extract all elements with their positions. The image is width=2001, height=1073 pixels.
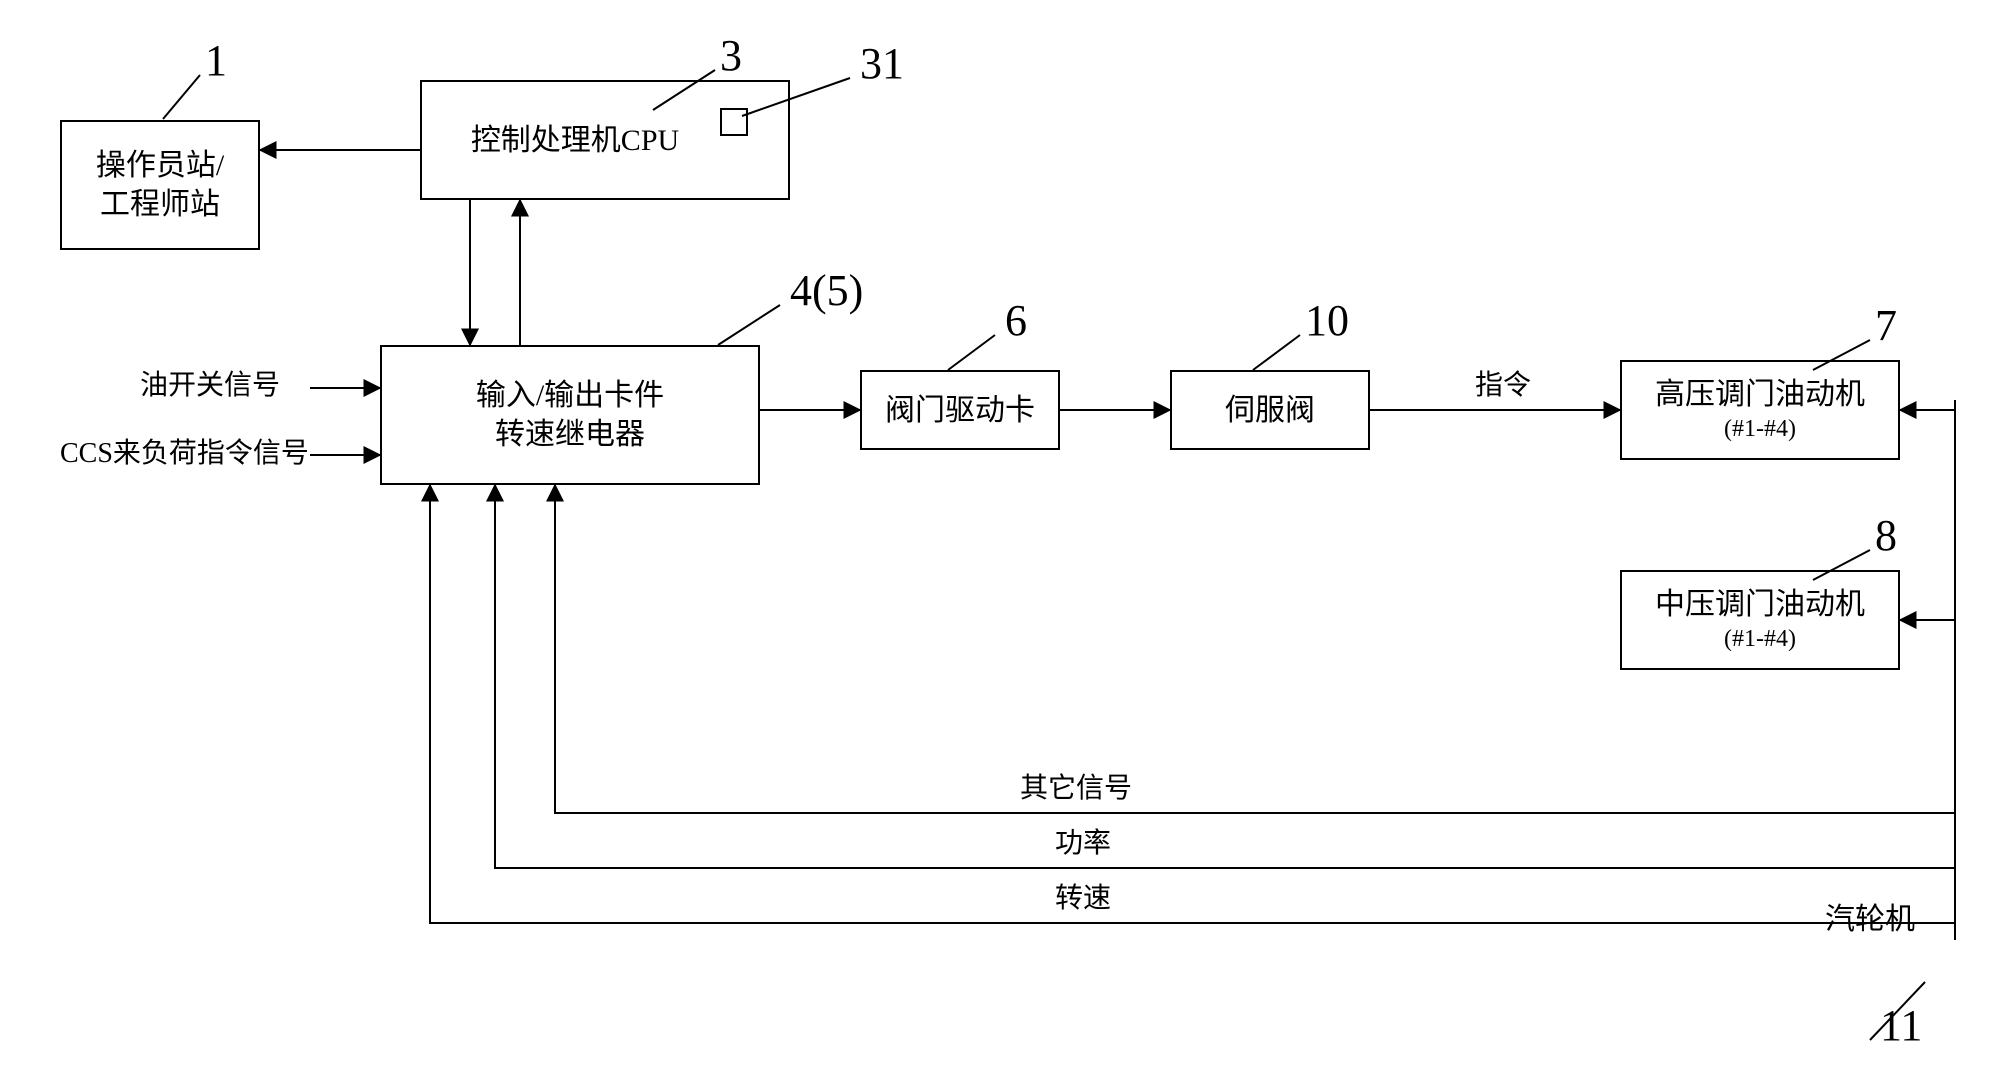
box-io-card: 输入/输出卡件转速继电器 — [380, 345, 760, 485]
label-oil-switch-signal: 油开关信号 — [140, 372, 280, 400]
box-valve-drive-card: 阀门驱动卡 — [860, 370, 1060, 450]
cpu-inner-square — [720, 108, 748, 136]
ref-number-10: 10 — [1305, 295, 1349, 346]
ref-number-4-5: 4(5) — [790, 265, 863, 316]
ref-number-8: 8 — [1875, 510, 1897, 561]
ref-number-7: 7 — [1875, 300, 1897, 351]
ref-number-1: 1 — [205, 35, 227, 86]
box-operator-station: 操作员站/工程师站 — [60, 120, 260, 250]
label-speed: 转速 — [1055, 885, 1111, 913]
label-turbine: 汽轮机 — [1825, 905, 1915, 935]
ref-number-31: 31 — [860, 38, 904, 89]
label-instruction: 指令 — [1475, 372, 1531, 400]
ref-number-11: 11 — [1880, 1000, 1922, 1051]
label-other-signal: 其它信号 — [1020, 775, 1132, 803]
label-ccs-signal: CCS来负荷指令信号 — [60, 440, 309, 468]
connector-overlay — [0, 0, 2001, 1073]
box-servo-valve: 伺服阀 — [1170, 370, 1370, 450]
label-power: 功率 — [1055, 830, 1111, 858]
box-mp-actuator: 中压调门油动机(#1-#4) — [1620, 570, 1900, 670]
ref-number-6: 6 — [1005, 295, 1027, 346]
diagram-canvas: 操作员站/工程师站 控制处理机CPU 输入/输出卡件转速继电器 阀门驱动卡 伺服… — [0, 0, 2001, 1073]
box-hp-actuator: 高压调门油动机(#1-#4) — [1620, 360, 1900, 460]
ref-number-3: 3 — [720, 30, 742, 81]
box-cpu: 控制处理机CPU — [420, 80, 790, 200]
